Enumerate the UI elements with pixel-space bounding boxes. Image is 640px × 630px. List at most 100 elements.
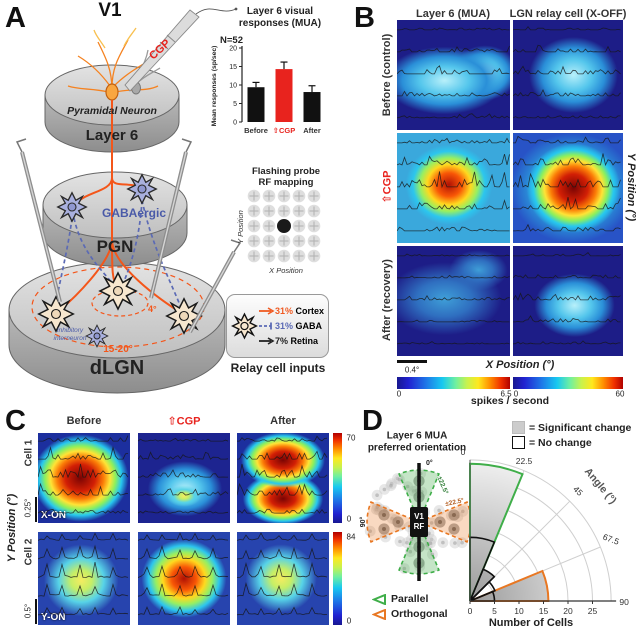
panel-a-label: A	[5, 2, 26, 34]
response-trace	[513, 292, 621, 301]
interneuron-label-1: Inhibitory	[57, 327, 84, 334]
orthogonal-triangle-icon	[372, 608, 386, 620]
cell2-label: Cell 2	[23, 538, 35, 566]
rf-ring-inner-label: 4°	[148, 304, 157, 314]
input-retina-row: 7% Retina	[258, 334, 324, 349]
bar-Before	[247, 87, 265, 122]
bar-⇧CGP	[275, 69, 293, 122]
response-trace	[138, 583, 229, 597]
bar-chart-ylabel: Mean responses (sp/sec)	[211, 46, 218, 127]
panel-c: C Before ⇧CGP After Y Position (°) Cell …	[0, 405, 360, 630]
interneuron-label-2: interneuron	[54, 335, 87, 342]
colorbar-cell2	[333, 532, 342, 625]
heatmap-b-before-layer6	[397, 20, 510, 130]
response-trace	[38, 435, 129, 442]
probe-stimulus-dot	[277, 219, 291, 233]
trace-overlay	[138, 437, 229, 514]
svg-text:0: 0	[468, 606, 473, 616]
legend-no-change: = No change	[512, 436, 592, 449]
inset-title-2: preferred orientation	[367, 442, 467, 454]
colorbar-lgn-max: 60	[615, 389, 625, 399]
response-trace	[397, 65, 510, 75]
svg-text:15: 15	[539, 606, 549, 616]
colorbar-cell1-min: 0	[346, 514, 352, 524]
response-trace	[397, 199, 510, 210]
svg-text:⇧CGP: ⇧CGP	[273, 126, 296, 135]
svg-text:90: 90	[619, 597, 629, 607]
panel-d: D = Significant change = No change Layer…	[359, 405, 640, 630]
heatmap-b-before-lgn	[513, 20, 623, 130]
response-trace	[138, 544, 229, 560]
response-trace	[138, 605, 229, 616]
response-trace	[397, 90, 510, 97]
response-trace	[513, 252, 621, 257]
response-trace	[397, 319, 510, 323]
response-trace	[513, 315, 621, 323]
response-trace	[397, 274, 510, 279]
response-trace	[38, 508, 129, 514]
cortex-pct: 31%	[274, 306, 293, 316]
response-trace	[397, 113, 510, 119]
heatmap-b-cgp-lgn	[513, 133, 623, 243]
colorbar-cell2-min: 0	[346, 616, 352, 626]
response-trace	[138, 532, 229, 541]
no-change-swatch-icon	[512, 436, 525, 449]
response-trace	[38, 532, 129, 541]
response-trace	[38, 562, 129, 578]
panel-b-row-label-cgp: ⇧CGP	[381, 170, 394, 204]
colorbar-cell1	[333, 433, 342, 523]
probe-grid: Flashing probe RF mapping Y Position X P…	[236, 166, 321, 275]
response-trace	[513, 65, 621, 75]
trace-overlay	[237, 435, 328, 514]
svg-text:20: 20	[229, 46, 237, 53]
svg-text:15: 15	[229, 64, 237, 71]
colorbar-cell2-max: 84	[346, 532, 356, 542]
response-trace	[513, 223, 621, 232]
response-trace	[237, 508, 328, 514]
cell2-scale-label: 0.5°	[23, 603, 33, 619]
colorbar-layer6-max: 6.5	[500, 389, 512, 399]
probe-title-1: Flashing probe	[252, 166, 320, 177]
response-trace	[138, 488, 229, 496]
polar-xlabel: Number of Cells	[489, 617, 573, 629]
response-trace	[138, 564, 229, 578]
cell1-type-label: X-ON	[41, 510, 66, 521]
svg-text:25: 25	[588, 606, 598, 616]
svg-text:0: 0	[461, 447, 466, 457]
trace-overlay	[397, 27, 510, 119]
dlgn-label: dLGN	[90, 357, 144, 379]
response-trace	[38, 583, 129, 597]
response-trace	[38, 544, 129, 560]
panel-b-row-label-after: After (recovery)	[381, 259, 393, 341]
relay-inputs-legend: 31% Cortex 31% GABA 7% Retina	[226, 294, 329, 358]
bar-chart-n-label: N=52	[220, 35, 243, 46]
response-trace	[138, 469, 228, 478]
panel-c-ylabel: Y Position (°)	[6, 493, 18, 563]
retina-pct: 7%	[274, 336, 288, 346]
cortex-line-icon	[258, 307, 275, 315]
panel-b-xlabel: X Position (°)	[485, 359, 555, 371]
input-gaba-row: 31% GABA	[258, 319, 324, 334]
layer6-label: Layer 6	[86, 127, 139, 144]
legend-no-change-label: = No change	[529, 436, 592, 449]
svg-text:Before: Before	[244, 126, 268, 135]
response-trace	[138, 451, 229, 460]
inset-angle-left: 90°	[359, 517, 367, 528]
response-trace	[237, 582, 328, 597]
response-trace	[38, 445, 129, 460]
response-trace	[513, 135, 621, 144]
response-trace	[237, 450, 328, 461]
pyramidal-soma	[105, 83, 119, 101]
trace-overlay	[513, 135, 621, 232]
panel-c-col-before: Before	[66, 415, 102, 427]
panel-a-diagram: V1 CGP Pyramidal Neuron Layer 6 GABAergi…	[8, 0, 242, 394]
relay-cell-icon	[231, 312, 258, 340]
inset-title-1: Layer 6 MUA	[386, 430, 448, 442]
inset-angle-top: 0°	[426, 459, 433, 467]
legend-orthogonal-label: Orthogonal	[391, 608, 448, 620]
response-trace	[237, 482, 328, 497]
scalebar	[397, 360, 427, 363]
heatmap-c1-before: X-ON	[38, 433, 130, 523]
legend-significant-label: = Significant change	[529, 421, 632, 434]
